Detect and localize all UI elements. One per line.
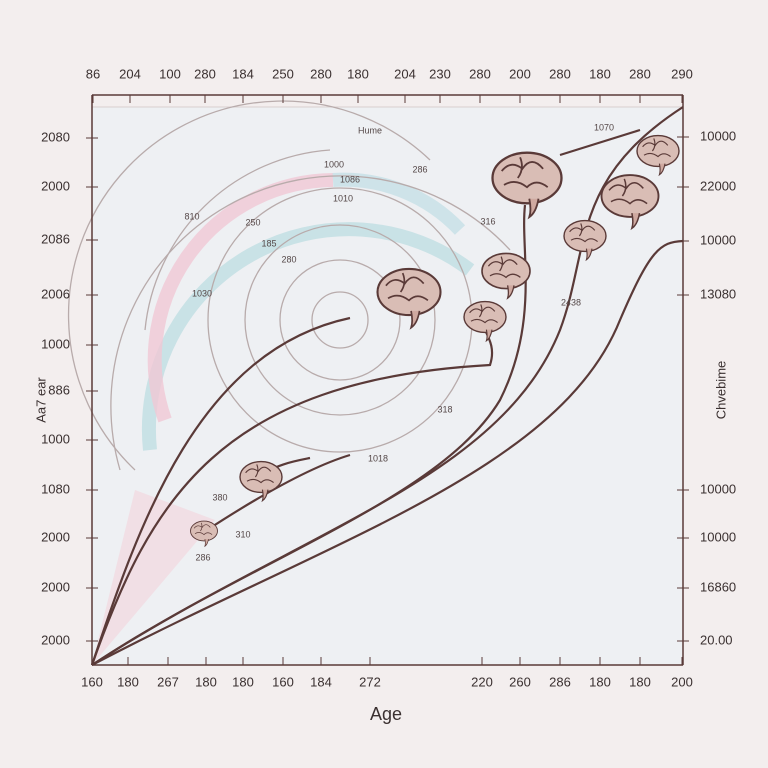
left-label: 2080 bbox=[41, 129, 70, 144]
top-label: 250 bbox=[272, 66, 294, 81]
annotation: 1010 bbox=[333, 193, 353, 203]
bottom-label: 180 bbox=[117, 674, 139, 689]
bottom-label: 260 bbox=[509, 674, 531, 689]
top-label: 180 bbox=[589, 66, 611, 81]
x-axis-title: Age bbox=[370, 704, 402, 724]
rings bbox=[67, 100, 511, 665]
top-label: 184 bbox=[232, 66, 254, 81]
left-axis-title: Aa7 ear bbox=[33, 377, 48, 423]
bottom-label: 184 bbox=[310, 674, 332, 689]
top-label: 100 bbox=[159, 66, 181, 81]
top-label: 280 bbox=[194, 66, 216, 81]
bottom-label: 160 bbox=[81, 674, 103, 689]
right-label: 13080 bbox=[700, 286, 736, 301]
annotation: 1000 bbox=[324, 159, 344, 169]
annotation: Hume bbox=[358, 125, 382, 135]
axes bbox=[91, 94, 684, 666]
bottom-label: 200 bbox=[671, 674, 693, 689]
right-label: 16860 bbox=[700, 579, 736, 594]
top-label: 180 bbox=[347, 66, 369, 81]
bottom-label: 267 bbox=[157, 674, 179, 689]
left-label: 886 bbox=[48, 382, 70, 397]
annotation: 1030 bbox=[192, 288, 212, 298]
bottom-label: 272 bbox=[359, 674, 381, 689]
bottom-label: 180 bbox=[195, 674, 217, 689]
top-label: 280 bbox=[629, 66, 651, 81]
bottom-label: 160 bbox=[272, 674, 294, 689]
top-label: 204 bbox=[394, 66, 416, 81]
labels: Age Aa7 ear Chvebime 86 204 100 280 184 250 28… bbox=[33, 66, 736, 723]
annotation: 286 bbox=[412, 164, 427, 174]
annotation: 286 bbox=[195, 552, 210, 562]
bottom-label: 180 bbox=[589, 674, 611, 689]
left-label: 2086 bbox=[41, 231, 70, 246]
left-label: 2000 bbox=[41, 529, 70, 544]
top-label: 200 bbox=[509, 66, 531, 81]
right-label: 10000 bbox=[700, 529, 736, 544]
top-label: 204 bbox=[119, 66, 141, 81]
annotation: 318 bbox=[437, 404, 452, 414]
annotation: 316 bbox=[480, 216, 495, 226]
annotation: 310 bbox=[235, 529, 250, 539]
annotation: 810 bbox=[184, 211, 199, 221]
right-label: 10000 bbox=[700, 128, 736, 143]
top-label: 86 bbox=[86, 66, 100, 81]
right-axis-title: Chvebime bbox=[713, 361, 728, 420]
left-label: 2000 bbox=[41, 178, 70, 193]
left-label: 1080 bbox=[41, 481, 70, 496]
left-label: 2000 bbox=[41, 579, 70, 594]
bottom-label: 286 bbox=[549, 674, 571, 689]
annotation: 380 bbox=[212, 492, 227, 502]
top-label: 280 bbox=[469, 66, 491, 81]
left-label: 2006 bbox=[41, 286, 70, 301]
plot-area bbox=[91, 106, 684, 666]
top-label: 290 bbox=[671, 66, 693, 81]
annotation: 280 bbox=[281, 254, 296, 264]
right-label: 22000 bbox=[700, 178, 736, 193]
bottom-label: 180 bbox=[232, 674, 254, 689]
right-label: 20.00 bbox=[700, 632, 733, 647]
left-label: 1000 bbox=[41, 431, 70, 446]
bottom-label: 220 bbox=[471, 674, 493, 689]
top-label: 280 bbox=[549, 66, 571, 81]
annotation: 185 bbox=[261, 238, 276, 248]
annotation: 1086 bbox=[340, 174, 360, 184]
left-label: 2000 bbox=[41, 632, 70, 647]
right-label: 10000 bbox=[700, 232, 736, 247]
top-label: 280 bbox=[310, 66, 332, 81]
annotation: 250 bbox=[245, 217, 260, 227]
annotation: 1070 bbox=[594, 122, 614, 132]
annotation: 2438 bbox=[561, 297, 581, 307]
annotation: 1018 bbox=[368, 453, 388, 463]
left-label: 1000 bbox=[41, 336, 70, 351]
bottom-label: 180 bbox=[629, 674, 651, 689]
top-label: 230 bbox=[429, 66, 451, 81]
right-label: 10000 bbox=[700, 481, 736, 496]
